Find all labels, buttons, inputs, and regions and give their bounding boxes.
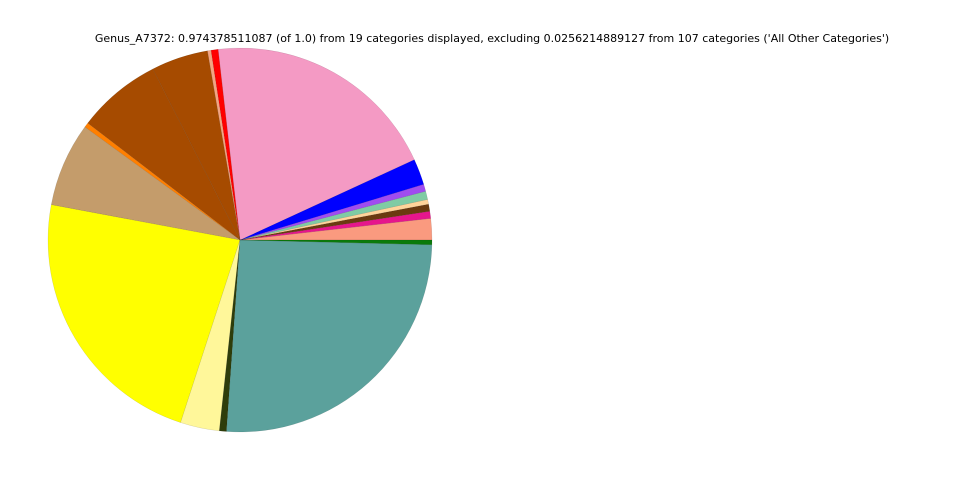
chart-title: Genus_A7372: 0.974378511087 (of 1.0) fro…: [95, 32, 889, 45]
pie-slice: [239, 199, 429, 241]
pie-slice: [87, 68, 241, 241]
pie-slice: [226, 239, 433, 433]
pie-slice: [239, 239, 433, 246]
pie-slice: [239, 203, 431, 241]
pie-slice: [210, 48, 241, 241]
pie-slice: [219, 239, 241, 432]
pie-slice: [239, 159, 425, 241]
pie-slice: [152, 50, 241, 241]
pie-slice: [239, 190, 428, 241]
pie-slice: [239, 183, 427, 241]
pie-slice: [180, 239, 241, 432]
pie-slice: [239, 218, 433, 241]
pie-slice: [47, 204, 241, 423]
pie-slice: [50, 126, 241, 241]
pie-slice: [84, 122, 241, 241]
pie-slice: [207, 49, 241, 241]
pie-slice: [217, 47, 415, 241]
pie-slice: [239, 210, 432, 241]
